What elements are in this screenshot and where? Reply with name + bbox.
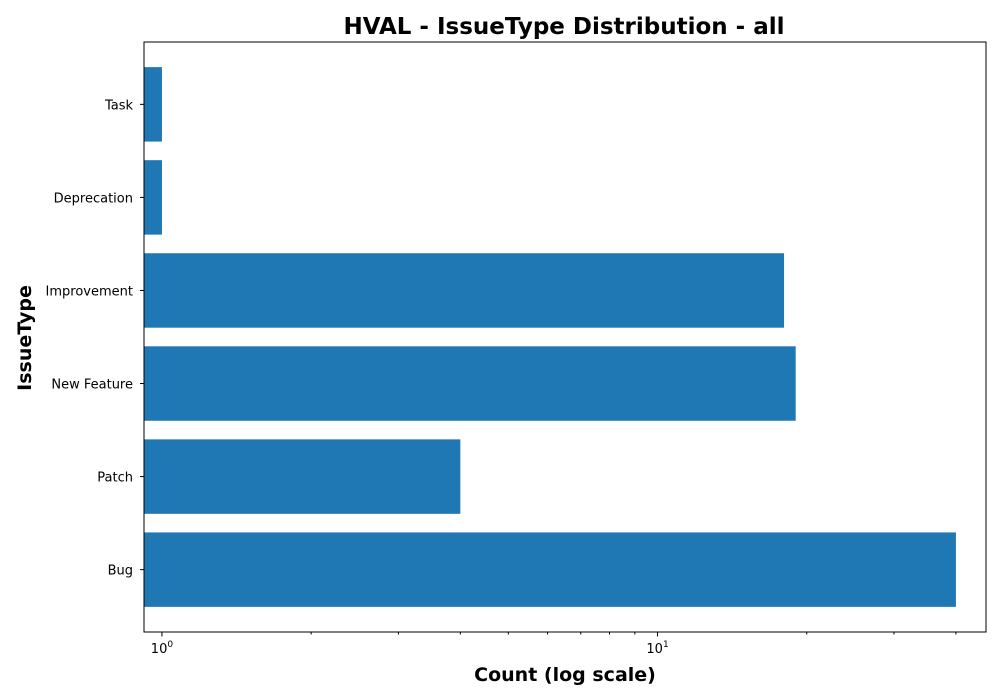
y-axis-label: IssueType — [14, 285, 36, 391]
bar-improvement — [144, 253, 784, 327]
x-tick-label: 101 — [646, 640, 668, 657]
y-tick-label: Deprecation — [54, 191, 133, 206]
y-tick-label: Patch — [97, 471, 133, 486]
y-tick-label: New Feature — [51, 378, 133, 393]
bar-new-feature — [144, 346, 796, 420]
bar-bug — [144, 532, 956, 606]
bar-deprecation — [144, 160, 162, 234]
y-tick-label: Task — [104, 98, 134, 113]
chart-title: HVAL - IssueType Distribution - all — [343, 14, 784, 40]
bar-task — [144, 67, 162, 141]
bars — [144, 67, 956, 607]
x-tick-label: 100 — [151, 640, 174, 657]
x-axis-label: Count (log scale) — [474, 664, 656, 686]
bar-patch — [144, 439, 460, 513]
y-tick-label: Bug — [108, 564, 133, 579]
y-tick-label: Improvement — [46, 284, 133, 299]
